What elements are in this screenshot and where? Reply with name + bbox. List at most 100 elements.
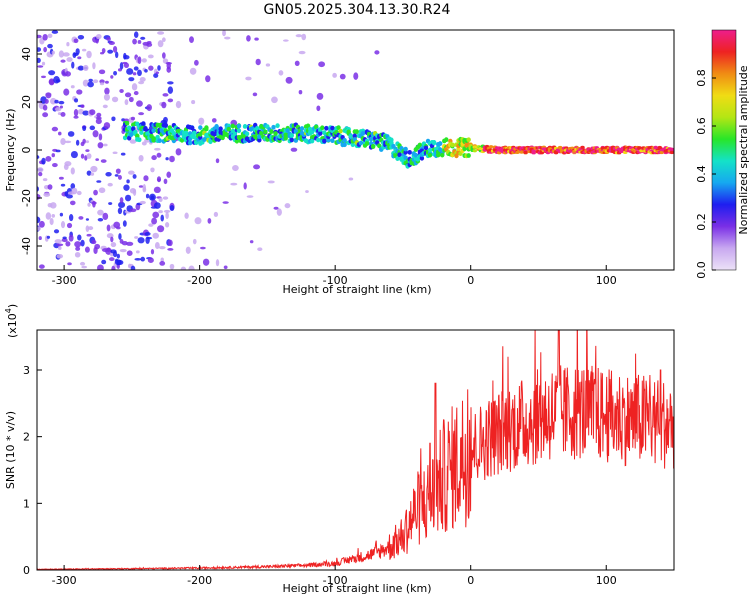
spectrogram-noise-cell [49, 217, 54, 226]
spectrogram-noise-cell [246, 195, 254, 198]
spectrogram-ridge-cell [438, 147, 443, 153]
spectrogram-noise-cell [103, 122, 111, 129]
spectrogram-noise-cell [95, 118, 102, 125]
spectrogram-noise-cell [92, 79, 99, 84]
spectrogram-noise-cell [157, 31, 165, 35]
spectrogram-ridge-cell [389, 137, 394, 143]
spectrogram-noise-cell [97, 142, 104, 149]
spectrogram-noise-cell [133, 66, 139, 71]
spectrogram-noise-cell [205, 75, 211, 83]
spectrogram-noise-cell [374, 50, 380, 55]
y-tick-label: 0 [23, 564, 30, 577]
spectrogram-noise-cell [64, 161, 72, 167]
spectrogram-noise-cell [175, 148, 182, 156]
spectrogram-noise-cell [142, 184, 146, 192]
spectrogram-noise-cell [207, 217, 212, 224]
spectrogram-noise-cell [128, 77, 135, 82]
colorbar-ticks: 0.0 0.2 0.4 0.6 0.8 [695, 69, 716, 279]
snr-scale-exponent: 4 [4, 308, 13, 313]
spectrogram-noise-cell [153, 202, 161, 209]
spectrogram-noise-cell [37, 226, 41, 231]
spectrogram-ridge-cell [440, 152, 445, 158]
spectrogram-noise-cell [157, 65, 161, 71]
spectrogram-noise-cell [55, 149, 61, 153]
spectrogram-ridge-cell [271, 124, 276, 130]
spectrogram-noise-cell [165, 222, 170, 228]
spectrogram-ridge-cell [438, 141, 443, 146]
snr-frame [36, 329, 675, 571]
spectrogram-ridge-cell [580, 145, 585, 149]
spectrogram-noise-cell [153, 73, 159, 78]
spectrogram-noise-cell [159, 261, 166, 266]
spectrogram-noise-cell [144, 68, 148, 73]
spectrogram-noise-cell [146, 40, 152, 44]
spectrogram-noise-cell [150, 195, 155, 200]
spectrogram-noise-cell [144, 231, 151, 236]
spectrogram-noise-cell [114, 174, 119, 177]
spectrogram-noise-cell [136, 100, 143, 107]
spectrogram-noise-cell [147, 54, 154, 59]
spectrogram-noise-cell [276, 208, 282, 216]
spectrogram-noise-cell [82, 110, 90, 116]
spectrogram-noise-cell [74, 98, 79, 103]
spectrogram-ridge-cell [126, 135, 132, 141]
spectrogram-noise-cell [58, 100, 65, 105]
spectrogram-noise-cell [68, 234, 74, 242]
spectrogram-noise-cell [105, 171, 112, 177]
spectrogram-ridge-cell [450, 142, 455, 148]
spectrogram-noise-cell [115, 51, 119, 59]
spectrogram-noise-cell [255, 58, 261, 66]
spectrogram-noise-cell [64, 140, 72, 144]
spectrogram-noise-cell [202, 258, 210, 266]
spectrogram-cells [37, 30, 674, 270]
spectrogram-ridge-cell [309, 138, 315, 144]
spectrogram-noise-cell [73, 115, 79, 119]
spectrogram-noise-cell [99, 79, 105, 84]
spectrogram-ridge-cell [244, 131, 250, 137]
spectrogram-ridge-cell [234, 138, 240, 144]
spectrogram-noise-cell [222, 30, 226, 37]
spectrogram-noise-cell [167, 86, 174, 94]
spectrogram-ridge-cell [423, 145, 429, 151]
spectrogram-noise-cell [64, 71, 71, 77]
spectrogram-noise-cell [253, 164, 261, 170]
spectrogram-ridge-cell [163, 123, 168, 128]
spectrogram-noise-cell [160, 257, 164, 263]
spectrogram-noise-cell [215, 259, 220, 267]
colorbar: 0.0 0.2 0.4 0.6 0.8 Normalized spectral ampl… [695, 29, 750, 279]
spectrogram-noise-cell [89, 109, 96, 116]
spectrogram-noise-cell [167, 81, 174, 85]
spectrogram-noise-cell [111, 116, 116, 122]
colorbar-tick-label: 0.0 [695, 261, 708, 279]
spectrogram-noise-cell [42, 112, 49, 118]
spectrogram-noise-cell [66, 222, 73, 229]
spectrogram-noise-cell [188, 265, 195, 270]
spectrogram-ridge-cell [523, 150, 528, 155]
snr-x-ticks: -300 -200 -100 0 100 [52, 565, 617, 587]
spectrogram-noise-cell [119, 197, 124, 204]
spectrogram-noise-cell [150, 167, 155, 173]
spectrogram-ridge-cell [226, 126, 231, 132]
spectrogram-noise-cell [98, 187, 106, 194]
spectrogram-noise-cell [162, 196, 169, 200]
spectrogram-noise-cell [103, 93, 110, 101]
spectrogram-noise-cell [49, 202, 57, 209]
spectrogram-ridge-cell [299, 126, 305, 131]
spectrogram-noise-cell [158, 197, 163, 203]
spectrogram-ridge-cell [395, 156, 400, 161]
spectrogram-noise-cell [116, 253, 120, 259]
spectrogram-ridge-cell [659, 150, 665, 155]
spectrogram-noise-cell [62, 236, 67, 240]
spectrogram-noise-cell [148, 223, 154, 227]
spectrogram-noise-cell [42, 104, 48, 111]
spectrogram-noise-cell [61, 238, 68, 243]
spectrogram-noise-cell [52, 163, 58, 168]
spectrogram-noise-cell [77, 234, 82, 241]
spectrogram-ridge-cell [318, 131, 323, 136]
spectrogram-noise-cell [102, 104, 108, 109]
spectrogram-noise-cell [123, 184, 130, 191]
x-tick-label: -200 [187, 274, 212, 287]
spectrogram-noise-cell [156, 152, 162, 158]
spectrogram-ridge-cell [407, 149, 412, 155]
spectrogram-noise-cell [74, 251, 81, 258]
